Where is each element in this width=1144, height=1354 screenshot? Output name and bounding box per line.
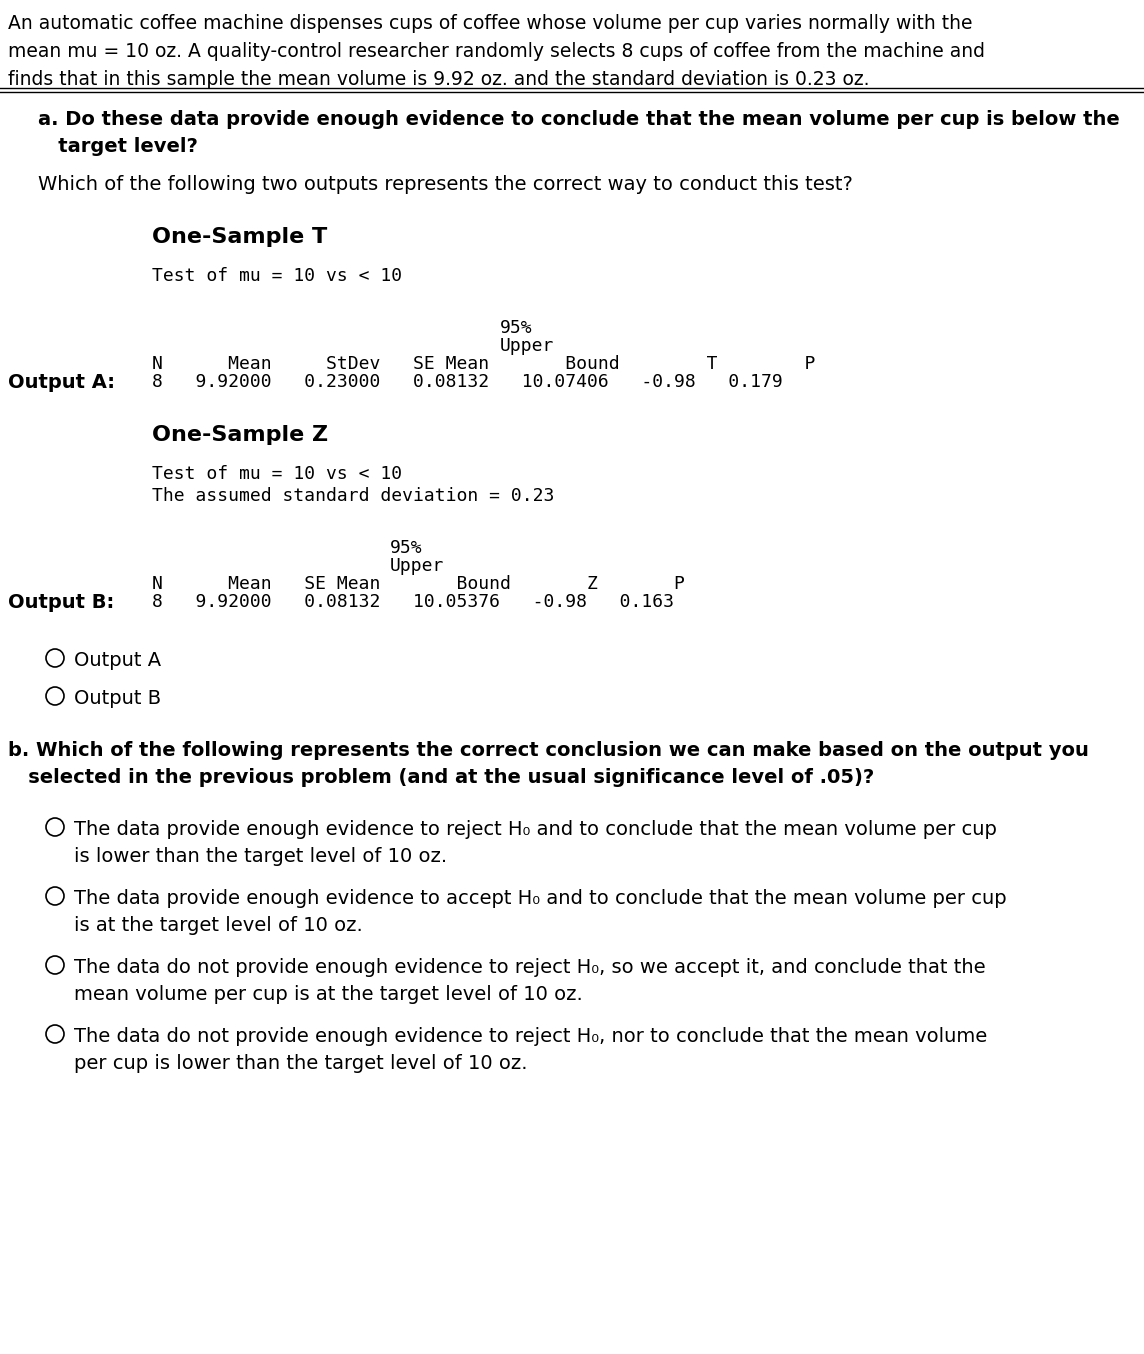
- Text: is at the target level of 10 oz.: is at the target level of 10 oz.: [74, 917, 363, 936]
- Text: An automatic coffee machine dispenses cups of coffee whose volume per cup varies: An automatic coffee machine dispenses cu…: [8, 14, 972, 32]
- Text: per cup is lower than the target level of 10 oz.: per cup is lower than the target level o…: [74, 1053, 527, 1072]
- Text: b. Which of the following represents the correct conclusion we can make based on: b. Which of the following represents the…: [8, 741, 1089, 760]
- Text: N      Mean   SE Mean       Bound       Z       P: N Mean SE Mean Bound Z P: [152, 575, 685, 593]
- Text: target level?: target level?: [38, 137, 198, 156]
- Text: selected in the previous problem (and at the usual significance level of .05)?: selected in the previous problem (and at…: [8, 768, 874, 787]
- Text: 95%: 95%: [390, 539, 422, 556]
- Text: Upper: Upper: [390, 556, 444, 575]
- Text: a. Do these data provide enough evidence to conclude that the mean volume per cu: a. Do these data provide enough evidence…: [38, 110, 1120, 129]
- Text: The data do not provide enough evidence to reject H₀, so we accept it, and concl: The data do not provide enough evidence …: [74, 959, 986, 978]
- Text: One-Sample T: One-Sample T: [152, 227, 327, 246]
- Text: Upper: Upper: [500, 337, 555, 355]
- Text: Test of mu = 10 vs < 10: Test of mu = 10 vs < 10: [152, 267, 403, 284]
- Text: The data provide enough evidence to reject H₀ and to conclude that the mean volu: The data provide enough evidence to reje…: [74, 821, 996, 839]
- Text: Output A:: Output A:: [8, 372, 116, 393]
- Text: The assumed standard deviation = 0.23: The assumed standard deviation = 0.23: [152, 487, 555, 505]
- Text: The data do not provide enough evidence to reject H₀, nor to conclude that the m: The data do not provide enough evidence …: [74, 1026, 987, 1047]
- Text: 8   9.92000   0.08132   10.05376   -0.98   0.163: 8 9.92000 0.08132 10.05376 -0.98 0.163: [152, 593, 674, 611]
- Text: finds that in this sample the mean volume is 9.92 oz. and the standard deviation: finds that in this sample the mean volum…: [8, 70, 869, 89]
- Text: mean mu = 10 oz. A quality-control researcher randomly selects 8 cups of coffee : mean mu = 10 oz. A quality-control resea…: [8, 42, 985, 61]
- Text: 95%: 95%: [500, 320, 533, 337]
- Text: The data provide enough evidence to accept H₀ and to conclude that the mean volu: The data provide enough evidence to acce…: [74, 890, 1007, 909]
- Text: Output B:: Output B:: [8, 593, 114, 612]
- Text: One-Sample Z: One-Sample Z: [152, 425, 328, 445]
- Text: is lower than the target level of 10 oz.: is lower than the target level of 10 oz.: [74, 848, 447, 867]
- Text: Test of mu = 10 vs < 10: Test of mu = 10 vs < 10: [152, 464, 403, 483]
- Text: mean volume per cup is at the target level of 10 oz.: mean volume per cup is at the target lev…: [74, 984, 582, 1005]
- Text: N      Mean     StDev   SE Mean       Bound        T        P: N Mean StDev SE Mean Bound T P: [152, 355, 816, 372]
- Text: 8   9.92000   0.23000   0.08132   10.07406   -0.98   0.179: 8 9.92000 0.23000 0.08132 10.07406 -0.98…: [152, 372, 782, 391]
- Text: Output A: Output A: [74, 651, 161, 670]
- Text: Output B: Output B: [74, 689, 161, 708]
- Text: Which of the following two outputs represents the correct way to conduct this te: Which of the following two outputs repre…: [38, 175, 853, 194]
